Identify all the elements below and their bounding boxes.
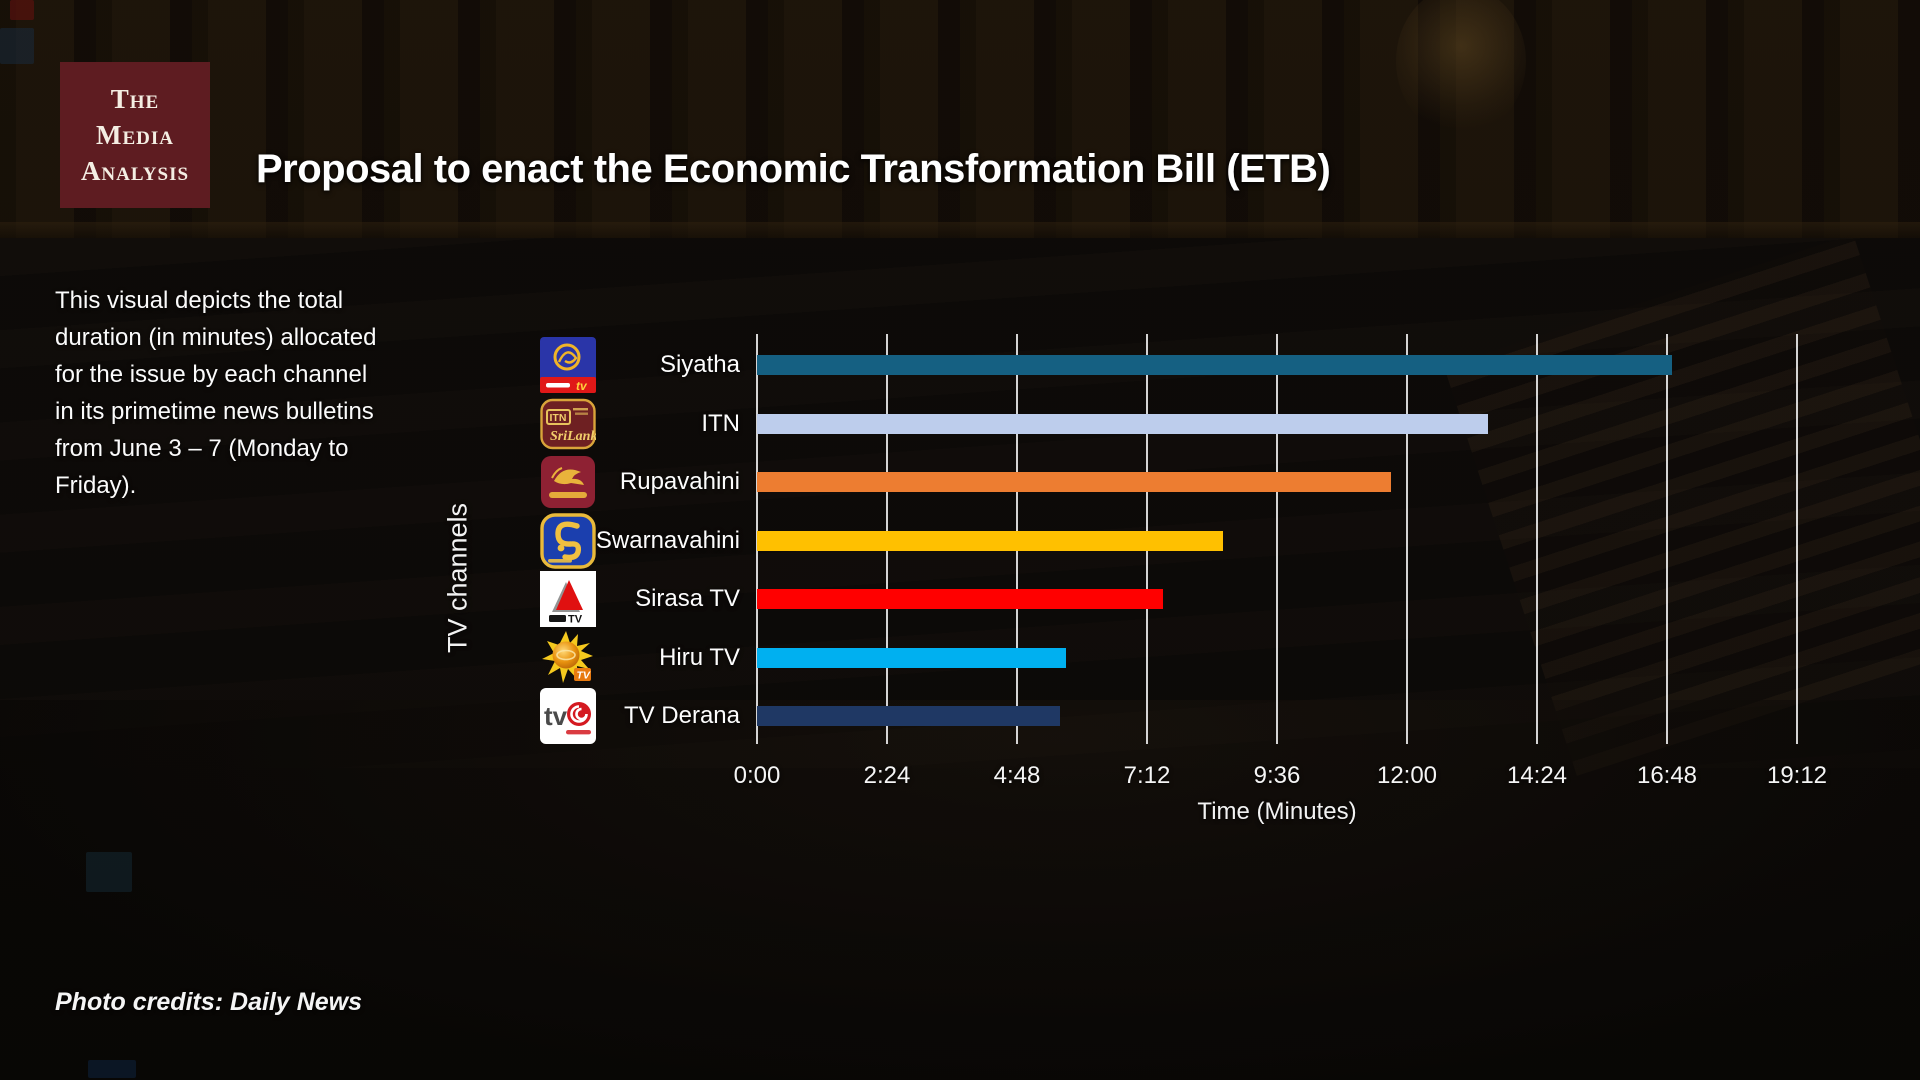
background-wood-panels <box>0 0 1920 238</box>
svg-text:tv: tv <box>576 379 588 393</box>
photo-credits: Photo credits: Daily News <box>55 988 363 1016</box>
bar-tv-derana <box>757 706 1060 726</box>
brand-line-1: The <box>110 84 160 114</box>
gridline-16-48 <box>1666 334 1668 744</box>
svg-text:tv: tv <box>544 701 568 731</box>
bar-itn <box>757 413 1488 434</box>
channel-logo-hiru-tv: TV <box>540 630 596 686</box>
y-axis-title: TV channels <box>442 502 473 654</box>
background-red-detail <box>10 0 34 20</box>
chart-description: This visual depicts the total duration (… <box>55 287 377 499</box>
x-axis-title: Time (Minutes) <box>1197 798 1357 825</box>
background-floor <box>0 700 1920 1080</box>
svg-text:TV: TV <box>577 669 591 681</box>
x-tick-label-12-00: 12:00 <box>1376 762 1438 789</box>
bar-siyatha <box>757 355 1672 375</box>
swarnavahini-logo-icon <box>540 512 596 569</box>
channel-logo-siyatha: tv <box>540 337 596 393</box>
x-tick-label-0-00: 0:00 <box>733 762 781 789</box>
tv-derana-logo-icon: tv <box>540 688 596 744</box>
background-stairs <box>1444 234 1920 776</box>
x-tick-label-16-48: 16:48 <box>1636 762 1698 789</box>
gridline-12-00 <box>1406 334 1408 744</box>
x-tick-label-7-12: 7:12 <box>1123 762 1171 789</box>
channel-label-swarnavahini: Swarnavahini <box>595 526 740 554</box>
channel-label-sirasa-tv: Sirasa TV <box>635 585 740 612</box>
sirasa-tv-logo-icon: TV <box>540 571 596 627</box>
bar-swarnavahini <box>757 530 1223 551</box>
x-tick-label-4-48: 4:48 <box>993 762 1041 789</box>
brand-line-2: Media <box>96 120 174 150</box>
background-screen-detail-1 <box>0 28 34 64</box>
channel-label-hiru-tv: Hiru TV <box>659 643 740 671</box>
x-tick-label-19-12: 19:12 <box>1766 762 1828 789</box>
channel-logo-swarnavahini <box>540 512 596 569</box>
x-tick-label-14-24: 14:24 <box>1506 762 1568 789</box>
channel-logo-rupavahini <box>540 454 596 510</box>
background-screen-detail-2 <box>86 852 132 892</box>
bar-rupavahini <box>757 472 1391 492</box>
itn-logo-icon: ITN SriLanka <box>540 398 596 449</box>
coat-of-arms-carving <box>1396 0 1526 136</box>
background-screen-detail-3 <box>88 1060 136 1078</box>
channel-logo-itn: ITN SriLanka <box>540 396 596 452</box>
channel-label-itn: ITN <box>701 409 740 437</box>
channel-logo-tv-derana: tv <box>540 688 596 744</box>
bar-hiru-tv <box>757 647 1066 668</box>
svg-text:ITN: ITN <box>550 412 567 424</box>
rupavahini-logo-icon <box>541 456 595 508</box>
siyatha-tv-logo-icon: tv <box>540 337 596 393</box>
channel-label-siyatha: Siyatha <box>659 351 740 378</box>
svg-text:SriLanka: SriLanka <box>550 429 596 444</box>
bar-sirasa-tv <box>757 589 1163 609</box>
svg-text:TV: TV <box>568 614 583 626</box>
page-title: Proposal to enact the Economic Transform… <box>256 146 1331 191</box>
x-tick-label-2-24: 2:24 <box>863 762 911 789</box>
brand-logo: The Media Analysis <box>60 62 210 208</box>
hiru-tv-logo-icon: TV <box>542 630 593 683</box>
x-tick-label-9-36: 9:36 <box>1253 762 1301 789</box>
brand-line-3: Analysis <box>80 156 190 186</box>
gridline-19-12 <box>1796 334 1798 744</box>
channel-label-tv-derana: TV Derana <box>623 702 740 729</box>
gridline-9-36 <box>1276 334 1278 744</box>
gridline-14-24 <box>1536 334 1538 744</box>
background-rail <box>0 222 1920 238</box>
channel-label-rupavahini: Rupavahini <box>619 468 740 495</box>
channel-logo-sirasa-tv: TV <box>540 571 596 627</box>
